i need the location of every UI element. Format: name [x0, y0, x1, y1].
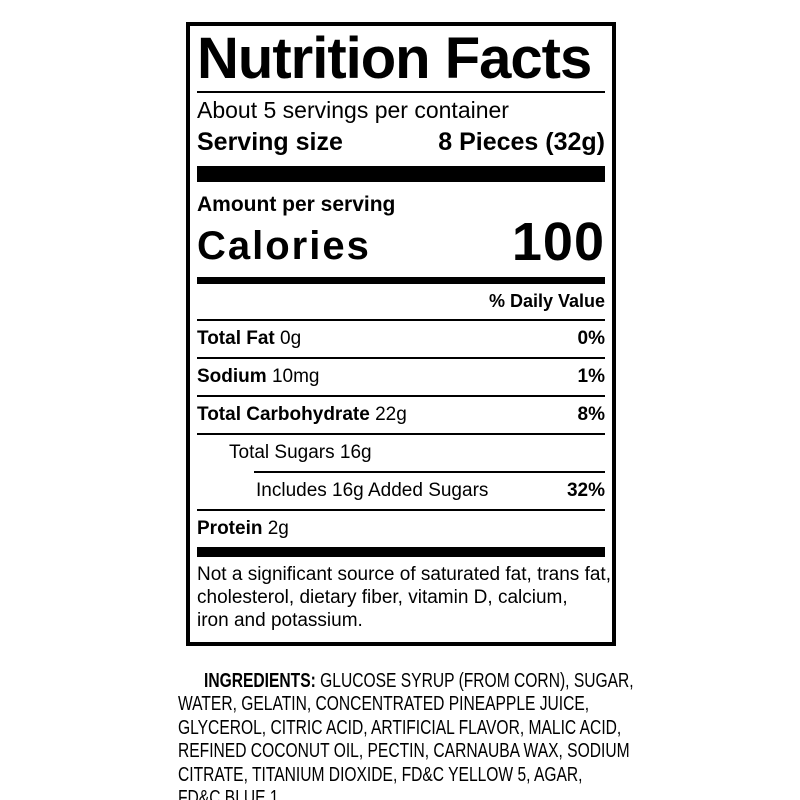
nutrient-name: Total Carbohydrate: [197, 403, 370, 425]
nutrient-name: Total Sugars: [229, 441, 335, 463]
nutrient-daily-value: 8%: [577, 403, 605, 425]
nutrient-name: Includes 16g Added Sugars: [256, 479, 489, 501]
nutrient-daily-value: 1%: [577, 365, 605, 387]
serving-size-value: 8 Pieces (32g): [438, 127, 605, 156]
calories-separator: [197, 276, 605, 284]
thick-separator-top: [197, 165, 605, 182]
nutrient-row-sodium: Sodium 10mg 1%: [197, 359, 605, 397]
title-divider: [197, 90, 605, 93]
serving-size-row: Serving size 8 Pieces (32g): [197, 126, 605, 166]
nutrient-row-total-fat: Total Fat 0g 0%: [197, 321, 605, 359]
nutrient-amount: 22g: [375, 403, 407, 425]
servings-per-container: About 5 servings per container: [197, 96, 509, 123]
daily-value-header: % Daily Value: [197, 284, 605, 321]
nutrient-amount: 10mg: [271, 365, 320, 387]
footnote-text: Not a significant source of saturated fa…: [197, 563, 611, 631]
ingredients-section: INGREDIENTS: GLUCOSE SYRUP (FROM CORN), …: [178, 634, 634, 800]
calories-label: Calories: [197, 223, 371, 268]
nutrient-name-amount: Total Sugars 16g: [229, 442, 372, 464]
added-sugars-divider-wrap: Includes 16g Added Sugars 32%: [254, 470, 605, 509]
nutrition-facts-panel: Nutrition Facts About 5 servings per con…: [186, 22, 616, 646]
nutrient-daily-value: 0%: [577, 327, 605, 349]
nutrient-name: Protein: [197, 517, 263, 539]
nutrient-name-amount: Total Carbohydrate 22g: [197, 404, 407, 426]
calories-value: 100: [511, 211, 605, 272]
nutrient-row-total-sugars: Total Sugars 16g: [197, 435, 605, 471]
calories-row: Calories 100: [197, 211, 605, 272]
nutrient-name-amount: Sodium 10mg: [197, 366, 319, 388]
nutrient-row-added-sugars: Includes 16g Added Sugars 32%: [254, 473, 605, 509]
nutrient-amount: 16g: [339, 441, 372, 463]
serving-size-label: Serving size: [197, 127, 343, 156]
nutrient-name-amount: Protein 2g: [197, 518, 289, 540]
nutrient-name-amount: Includes 16g Added Sugars: [256, 480, 488, 502]
nutrient-row-total-carbohydrate: Total Carbohydrate 22g 8%: [197, 397, 605, 435]
thick-separator-bottom: [197, 546, 605, 557]
nutrient-name: Sodium: [197, 365, 267, 387]
nutrient-amount: 0g: [280, 327, 302, 349]
ingredients-list: GLUCOSE SYRUP (FROM CORN), SUGAR, WATER,…: [178, 669, 634, 800]
nutrient-name: Total Fat: [197, 327, 275, 349]
ingredients-label: INGREDIENTS:: [204, 669, 316, 692]
ingredients-text: INGREDIENTS: GLUCOSE SYRUP (FROM CORN), …: [178, 646, 677, 800]
nutrient-row-protein: Protein 2g: [197, 508, 605, 547]
nutrient-daily-value: 32%: [566, 479, 605, 501]
nutrient-name-amount: Total Fat 0g: [197, 328, 301, 350]
amount-per-serving-label: Amount per serving: [197, 192, 396, 216]
nutrient-amount: 2g: [267, 517, 289, 539]
nutrition-facts-title: Nutrition Facts: [197, 26, 592, 91]
